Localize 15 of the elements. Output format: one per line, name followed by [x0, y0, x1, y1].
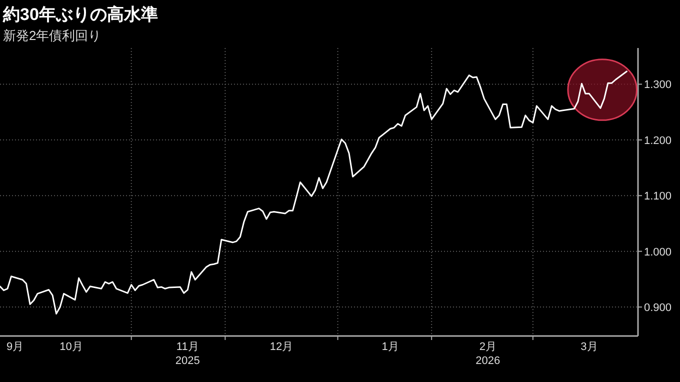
x-tick-label: 11月 2025	[175, 341, 200, 367]
x-tick-label: 9月	[6, 341, 24, 353]
line-series	[0, 70, 628, 314]
x-tick-label: 3月	[580, 341, 598, 353]
y-tick-label: 0.900	[644, 302, 672, 314]
chart-subtitle: 新発2年債利回り	[3, 28, 102, 43]
x-tick-label: 2月 2026	[476, 341, 500, 367]
y-tick-label: 1.000	[644, 246, 672, 258]
y-tick-label: 1.300	[644, 79, 672, 92]
x-tick-label: 1月	[382, 341, 399, 353]
chart-title: 約30年ぶりの高水準	[2, 5, 158, 24]
y-tick-label: 1.200	[644, 134, 672, 147]
x-tick-label: 10月	[60, 341, 83, 353]
y-tick-label: 1.100	[644, 190, 672, 203]
x-tick-label: 12月	[270, 341, 294, 353]
